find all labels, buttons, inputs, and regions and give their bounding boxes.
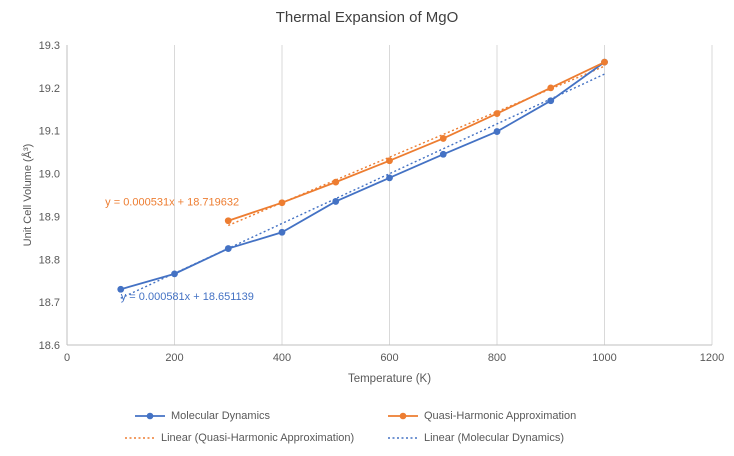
data-point [386,174,393,182]
legend-label: Linear (Molecular Dynamics) [424,432,564,444]
x-tick-label: 200 [165,352,183,364]
data-point [386,157,393,165]
legend-swatch-line-marker-icon [135,412,165,420]
data-point [171,270,178,278]
y-tick-label: 19.1 [39,126,60,138]
y-tick-label: 19.3 [39,40,60,52]
y-tick-label: 19.0 [39,169,60,181]
legend-item-linear-molecular-dynamics[interactable]: Linear (Molecular Dynamics) [388,432,564,444]
legend-swatch-line-marker-icon [388,412,418,420]
data-point [493,110,501,117]
legend-item-linear-quasi-harmonic[interactable]: Linear (Quasi-Harmonic Approximation) [125,432,354,444]
data-point [547,97,555,105]
x-tick-label: 1200 [700,352,724,364]
legend-marker [146,412,154,420]
x-tick-label: 0 [64,352,70,364]
data-point [278,228,286,236]
chart-title: Thermal Expansion of MgO [275,9,459,26]
legend-marker [399,412,407,420]
legend-label: Molecular Dynamics [171,410,271,422]
y-axis-title: Unit Cell Volume (Å³) [22,143,34,247]
series-line [120,61,606,291]
trendline-equation: y = 0.000581x + 18.651139 [121,291,254,303]
data-point [332,198,340,205]
y-tick-label: 19.2 [39,83,60,95]
x-tick-label: 600 [380,352,398,364]
data-point [224,245,232,252]
series-line [227,61,605,222]
x-tick-label: 800 [488,352,506,364]
data-point [439,135,447,142]
y-tick-label: 18.9 [39,211,60,223]
legend-swatch-dotted-line-icon [388,437,418,439]
legend-swatch-dotted-line-icon [125,437,155,439]
data-point [332,178,340,186]
data-point [493,128,501,135]
data-point [278,199,286,207]
data-point [439,150,447,158]
trendline-equation: y = 0.000531x + 18.719632 [105,197,239,209]
legend-label: Linear (Quasi-Harmonic Approximation) [161,432,355,444]
y-tick-label: 18.8 [39,254,60,266]
data-point [601,58,608,66]
trendline [120,73,605,299]
data-point [547,84,555,92]
legend-label: Quasi-Harmonic Approximation [424,410,577,422]
legend-item-molecular-dynamics[interactable]: Molecular Dynamics [135,410,270,422]
x-tick-label: 400 [273,352,291,364]
data-point [117,285,125,293]
x-axis-title: Temperature (K) [347,373,432,385]
y-tick-label: 18.7 [39,297,60,309]
x-tick-label: 1000 [592,352,616,364]
data-point [224,217,232,225]
y-tick-label: 18.6 [39,340,60,352]
legend-item-quasi-harmonic[interactable]: Quasi-Harmonic Approximation [388,410,576,422]
